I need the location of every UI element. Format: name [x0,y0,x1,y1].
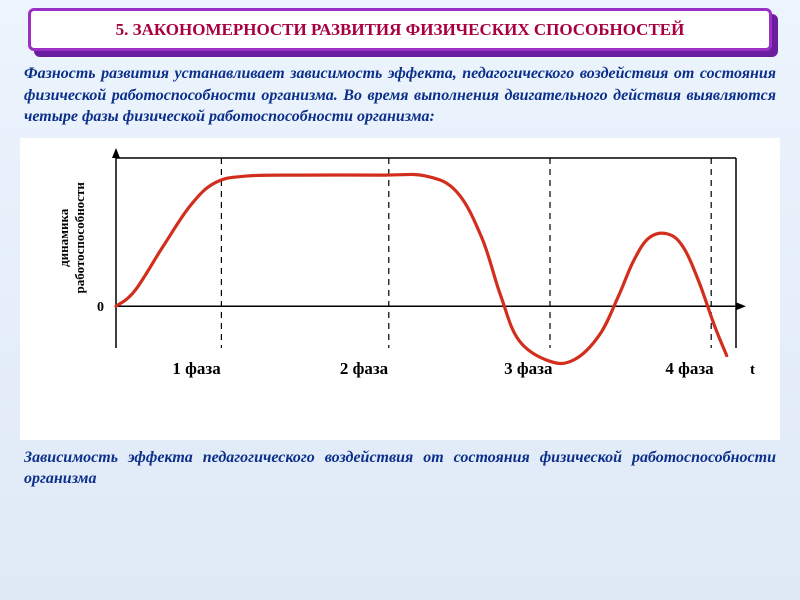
y-axis-arrow [112,148,120,158]
zero-label: 0 [97,300,104,315]
chart-caption: Зависимость эффекта педагогического возд… [10,440,790,490]
svg-text:работоспособности: работоспособности [72,182,87,294]
x-axis-arrow [736,302,746,310]
section-title: 5. ЗАКОНОМЕРНОСТИ РАЗВИТИЯ ФИЗИЧЕСКИХ СП… [116,20,685,39]
section-header: 5. ЗАКОНОМЕРНОСТИ РАЗВИТИЯ ФИЗИЧЕСКИХ СП… [28,8,772,51]
t-axis-label: t [750,362,755,378]
svg-text:динамика: динамика [56,208,71,267]
phase-label: 3 фаза [504,359,553,378]
y-axis-label: динамикаработоспособности [56,182,87,294]
chart-container: 0 динамикаработоспособности 1 фаза 2 фаза 3 … [20,138,780,440]
performance-curve [116,174,727,363]
phase-label: 4 фаза [665,359,714,378]
phase-label: 1 фаза [172,359,221,378]
phase-label: 2 фаза [340,359,389,378]
intro-paragraph: Фазность развития устанавливает зависимо… [10,63,790,138]
performance-phase-chart: 0 динамикаработоспособности 1 фаза 2 фаза 3 … [26,144,766,434]
